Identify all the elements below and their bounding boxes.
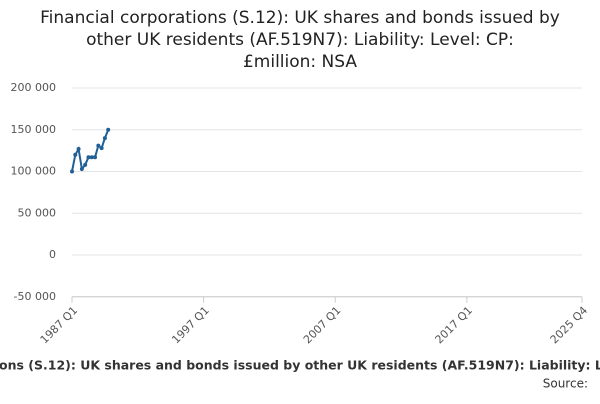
x-tick-label: 1987 Q1 [38,304,81,347]
y-tick-label: -50 000 [14,290,56,303]
chart-title: Financial corporations (S.12): UK shares… [40,8,560,28]
data-point [102,136,107,141]
y-tick-label: 150 000 [11,123,57,136]
data-point [93,155,98,160]
data-point [70,169,74,174]
chart-title: other UK residents (AF.519N7): Liability… [86,30,514,50]
data-point [76,146,81,151]
chart-title: £million: NSA [243,52,357,72]
x-tick-label: 2007 Q1 [301,304,344,347]
x-tick-label: 2017 Q1 [433,304,476,347]
legend-label: ons (S.12): UK shares and bonds issued b… [0,358,600,373]
data-point [79,166,84,171]
data-point [99,146,104,151]
source: Source: [543,377,588,391]
x-tick-label: 2025 Q4 [548,304,591,347]
y-tick-label: 200 000 [11,81,57,94]
y-tick-label: 50 000 [18,206,57,219]
series-line [71,129,110,172]
x-tick-label: 1997 Q1 [169,304,212,347]
y-tick-label: 0 [49,248,56,261]
data-point [89,155,94,160]
data-point [73,152,78,157]
data-point [106,127,111,132]
y-tick-label: 100 000 [11,165,57,178]
data-point [83,162,88,167]
data-point [96,143,101,148]
data-point [86,155,91,160]
